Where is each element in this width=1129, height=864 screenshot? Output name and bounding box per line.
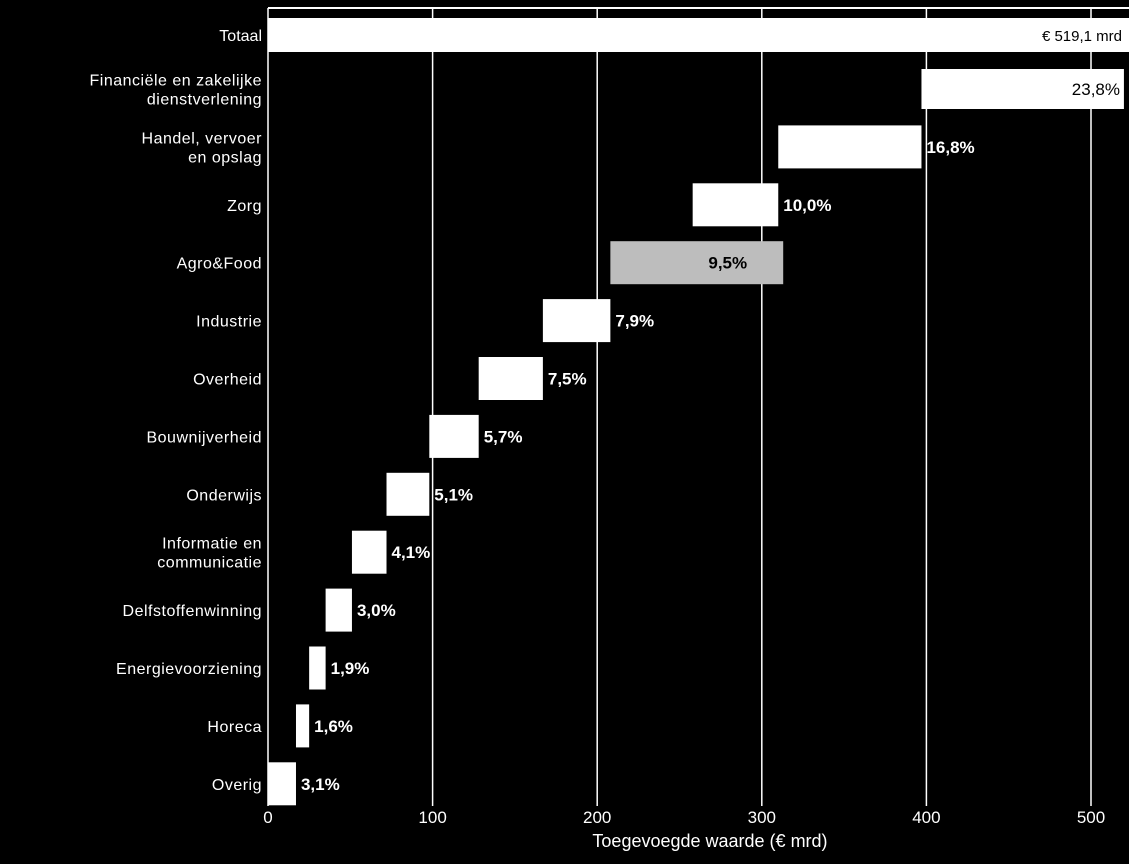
data-label-9: 3,0% — [357, 601, 396, 620]
x-tick-label-500: 500 — [1077, 808, 1105, 827]
bar-9 — [325, 588, 352, 632]
category-label-8-1: communicatie — [157, 555, 262, 572]
category-label-6-0: Bouwnijverheid — [146, 429, 262, 446]
data-label-3: 9,5% — [708, 254, 747, 273]
category-label-11-0: Horeca — [207, 719, 262, 736]
bar-6 — [429, 414, 479, 458]
category-label-8-0: Informatie en — [162, 536, 262, 553]
category-labels: Totaal € 519,1 mrd Financiële en zakelijke… — [90, 28, 1122, 794]
total-category-label: Totaal — [219, 28, 262, 45]
bar-0 — [921, 69, 1124, 109]
x-tick-label-300: 300 — [748, 808, 776, 827]
bars — [268, 18, 1129, 806]
x-axis-label: Toegevoegde waarde (€ mrd) — [592, 831, 827, 851]
category-label-9-0: Delfstoffenwinning — [123, 603, 262, 620]
bar-11 — [295, 704, 310, 748]
total-bar — [268, 18, 1129, 52]
category-label-1-0: Handel, vervoer — [142, 130, 263, 147]
bar-1 — [778, 125, 922, 169]
x-axis-ticks: 0 100 200 300 400 500 — [263, 808, 1105, 827]
grid-lines — [267, 7, 1129, 806]
x-tick-label-400: 400 — [912, 808, 940, 827]
data-label-5: 7,5% — [548, 370, 587, 389]
bar-2 — [692, 183, 779, 227]
bar-8 — [351, 530, 387, 574]
category-label-0-0: Financiële en zakelijke — [90, 73, 262, 90]
bar-7 — [386, 472, 430, 516]
x-tick-label-0: 0 — [263, 808, 272, 827]
bar-5 — [478, 357, 543, 400]
category-label-3-0: Agro&Food — [177, 256, 262, 273]
data-label-6: 5,7% — [484, 427, 523, 446]
category-label-1-1: en opslag — [188, 149, 262, 166]
bar-3 — [610, 241, 784, 285]
category-label-2-0: Zorg — [227, 198, 262, 215]
data-label-7: 5,1% — [434, 485, 473, 504]
category-label-12-0: Overig — [212, 777, 262, 794]
bar-10 — [309, 646, 326, 690]
data-label-11: 1,6% — [314, 717, 353, 736]
data-label-2: 10,0% — [783, 196, 831, 215]
data-label-8: 4,1% — [392, 543, 431, 562]
bar-4 — [542, 299, 611, 343]
x-tick-label-200: 200 — [583, 808, 611, 827]
bar-12 — [268, 762, 296, 806]
category-label-7-0: Onderwijs — [186, 487, 262, 504]
category-label-5-0: Overheid — [193, 372, 262, 389]
data-label-0: 23,8% — [1072, 80, 1120, 99]
data-label-10: 1,9% — [331, 659, 370, 678]
category-label-4-0: Industrie — [196, 314, 262, 331]
data-label-4: 7,9% — [615, 312, 654, 331]
x-tick-label-100: 100 — [418, 808, 446, 827]
category-label-10-0: Energievoorziening — [116, 661, 262, 678]
data-label-12: 3,1% — [301, 775, 340, 794]
data-label-1: 16,8% — [926, 138, 974, 157]
total-value-label: € 519,1 mrd — [1042, 28, 1122, 45]
category-label-0-1: dienstverlening — [147, 92, 262, 109]
